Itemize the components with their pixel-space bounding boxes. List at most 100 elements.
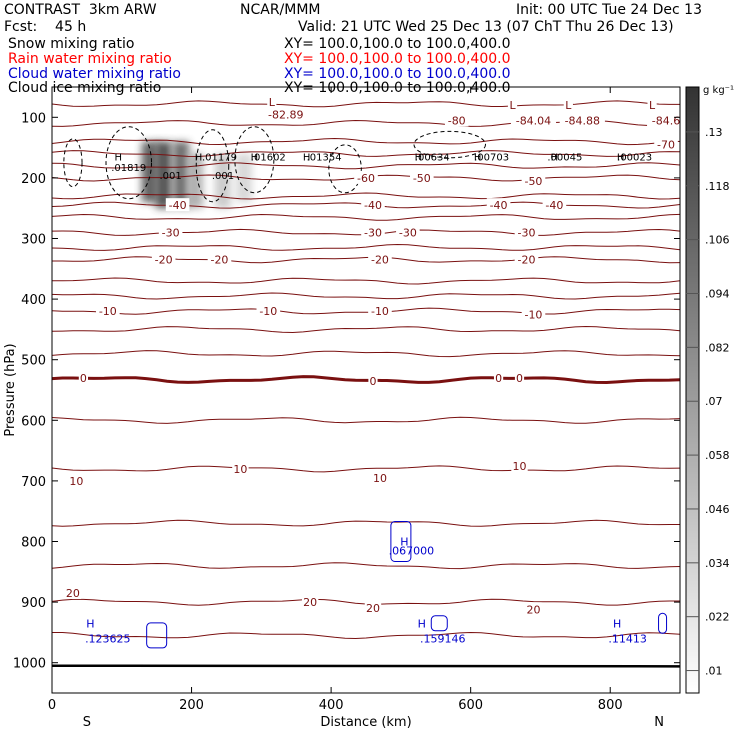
temperature-label-26: -10 — [259, 305, 277, 318]
colorbar-tick-label-7: .094 — [705, 287, 730, 300]
temperature-label-bg-12 — [521, 173, 546, 187]
field-xy-snow: XY= 100.0,100.0 to 100.0,400.0 — [284, 36, 511, 52]
temperature-label-16: -40 — [545, 199, 563, 212]
header-init: Init: 00 UTC Tue 24 Dec 13 — [516, 2, 702, 18]
temperature-label-bg-20 — [514, 225, 539, 239]
cloud-ice-outline-2 — [195, 129, 230, 203]
x-tick-label-2: 400 — [319, 698, 344, 713]
cloud-ice-label-8: .001 — [159, 171, 181, 182]
colorbar-tick-label-9: .118 — [705, 180, 730, 193]
temperature-contour-23 — [52, 631, 681, 640]
temperature-label-11: -50 — [413, 172, 431, 185]
temperature-label-17: -30 — [162, 226, 180, 239]
cloud-ice-label-15: .00045 — [547, 153, 582, 164]
colorbar: .01 .022 .034 .046 .058 .07 .082 .094 .106 .118 .1… — [685, 85, 734, 694]
temperature-label-13: -40 — [169, 199, 187, 212]
temperature-contour-16 — [51, 350, 681, 358]
temperature-label-bg-6 — [559, 113, 605, 127]
y-tick-label-9: 1000 — [13, 657, 46, 672]
temperature-label-bg-8 — [647, 113, 686, 127]
temperature-label-14: -40 — [364, 199, 382, 212]
temperature-label-30: 0 — [369, 375, 376, 388]
temperature-label-bg-28 — [521, 307, 546, 321]
header-title: CONTRAST 3km ARW — [4, 2, 157, 18]
cloud-ice-label-17: .00023 — [617, 153, 652, 164]
temperature-contour-15 — [51, 325, 681, 334]
temperature-label-15: -40 — [490, 199, 508, 212]
cloud-ice-label-14: H — [551, 153, 559, 164]
x-tick-label-4: 800 — [598, 698, 623, 713]
cloud-water-label-3: .123625 — [85, 632, 131, 645]
cloud-ice-outline-3 — [234, 126, 275, 194]
temperature-label-39: 20 — [366, 602, 380, 615]
x-tick-label-0: 0 — [48, 698, 56, 713]
temperature-label-36: 10 — [513, 460, 527, 473]
colorbar-tick-label-0: .01 — [705, 665, 723, 678]
field-xy-rain: XY= 100.0,100.0 to 100.0,400.0 — [284, 51, 511, 67]
cloud-water-label-6: H — [613, 617, 621, 630]
field-label-rain: Rain water mixing ratio — [8, 51, 172, 67]
y-tick-label-4: 500 — [21, 354, 46, 369]
temperature-label-33: 10 — [69, 475, 83, 488]
cloud-ice-outline-4 — [328, 144, 362, 194]
colorbar-gradient — [685, 86, 700, 694]
cloud-water-outline-3 — [658, 612, 668, 634]
cloud-water-outline-1 — [390, 521, 412, 562]
field-label-cloud-water: Cloud water mixing ratio — [8, 66, 181, 82]
cloud-ice-label-2: H — [195, 153, 203, 164]
cloud-ice-label-9: .001 — [212, 171, 234, 182]
temperature-label-bg-16 — [542, 198, 567, 212]
cloud-ice-label-0: H — [115, 153, 123, 164]
x-tick-label-3: 600 — [458, 698, 483, 713]
temperature-label-21: -20 — [155, 254, 173, 267]
y-axis-title: Pressure (hPa) — [3, 343, 18, 436]
cloud-water-outline-2 — [430, 615, 448, 632]
temperature-contour-12 — [52, 277, 681, 285]
temperature-label-6: -84.88 — [565, 114, 600, 127]
temperature-contour-10 — [51, 243, 681, 251]
temperature-label-bg-37 — [64, 586, 82, 600]
cloud-ice-label-6: H — [303, 153, 311, 164]
colorbar-tick-label-10: .13 — [705, 126, 723, 139]
cloud-water-label-0: H — [400, 536, 408, 549]
temperature-label-bg-39 — [364, 601, 382, 615]
cloud-water-label-2: H — [86, 617, 94, 630]
temperature-label-32: 0 — [516, 372, 523, 385]
temperature-contour-3 — [51, 150, 681, 158]
temperature-label-bg-17 — [158, 225, 183, 239]
temperature-contour-21 — [51, 562, 681, 570]
temperature-label-29: 0 — [80, 372, 87, 385]
temperature-label-bg-5 — [563, 98, 573, 112]
temperature-label-bg-24 — [514, 252, 539, 266]
cloud-ice-label-13: .00703 — [474, 153, 509, 164]
temperature-label-bg-29 — [78, 370, 88, 384]
y-tick-label-7: 800 — [21, 536, 46, 551]
temperature-label-37: 20 — [66, 587, 80, 600]
x-axis-title: Distance (km) — [320, 715, 411, 730]
cloud-water-label-5: .159146 — [420, 632, 466, 645]
temperature-label-bg-7 — [647, 98, 657, 112]
temperature-label-bg-25 — [96, 304, 120, 318]
cloud-ice-outline-5 — [413, 130, 486, 159]
temperature-label-24: -20 — [518, 254, 536, 267]
temperature-label-bg-26 — [256, 304, 281, 318]
temperature-label-10: -60 — [357, 172, 375, 185]
ground-line — [51, 664, 681, 668]
temperature-contour-14 — [51, 307, 681, 315]
temperature-label-bg-32 — [514, 370, 525, 384]
temperature-label-bg-27 — [368, 304, 392, 318]
temperature-label-22: -20 — [210, 254, 228, 267]
temperature-label-bg-9 — [654, 137, 678, 151]
y-tick-label-6: 700 — [21, 475, 46, 490]
header-source: NCAR/MMM — [240, 2, 321, 18]
temperature-label-bg-30 — [368, 373, 378, 387]
temperature-label-bg-40 — [525, 602, 542, 616]
cloud-ice-label-7: .01354 — [307, 153, 342, 164]
snow-shading-column-1 — [155, 141, 172, 209]
temperature-label-25: -10 — [99, 305, 117, 318]
temperature-contour-11 — [52, 256, 681, 264]
field-xy-cloud-water: XY= 100.0,100.0 to 100.0,400.0 — [284, 66, 511, 82]
cloud-ice-label-4: H — [251, 153, 259, 164]
temperature-label-bg-14 — [361, 198, 385, 212]
header-valid: Valid: 21 UTC Wed 25 Dec 13 (07 ChT Thu … — [298, 19, 674, 35]
